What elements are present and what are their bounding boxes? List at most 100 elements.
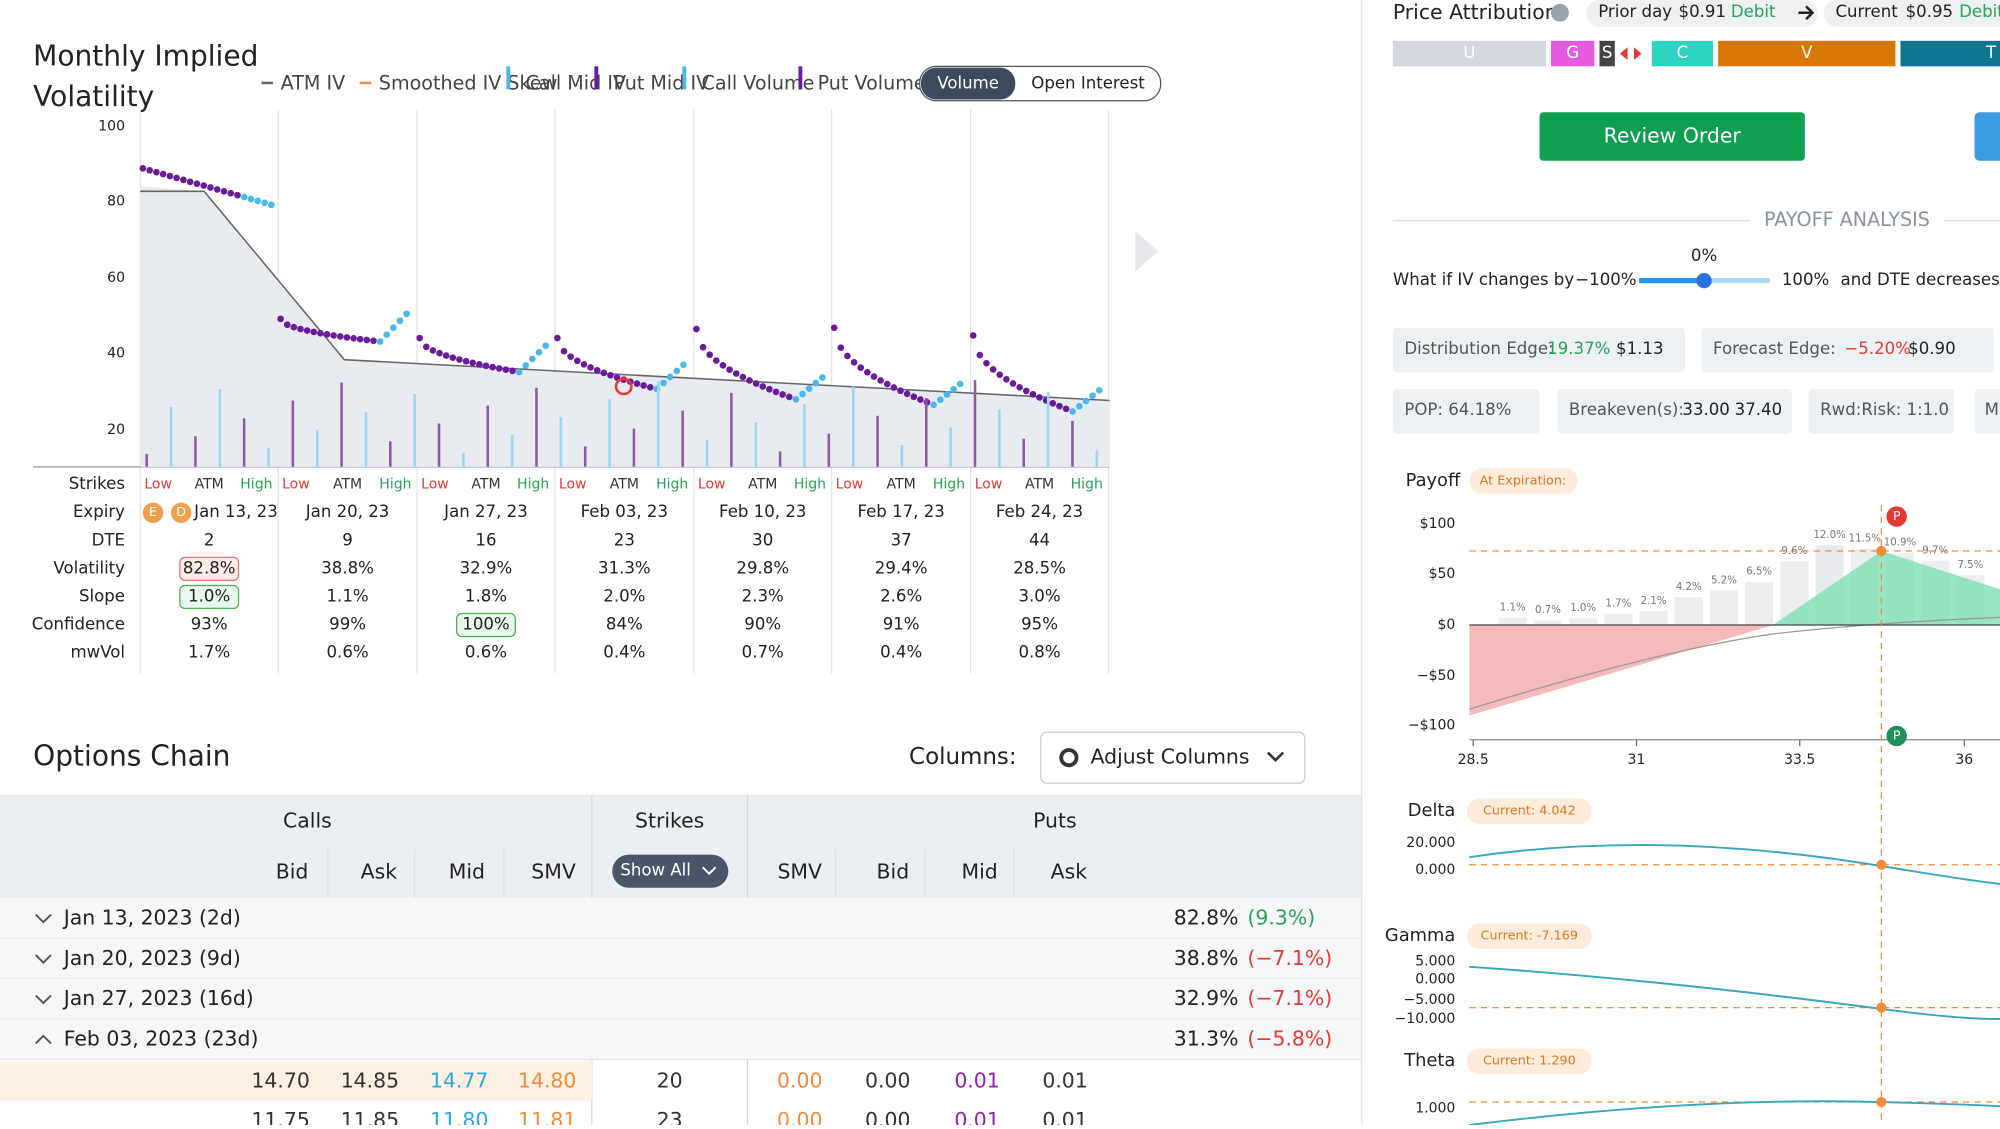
iv-point — [910, 393, 918, 401]
cell: 32.9% — [460, 558, 513, 577]
iv-point — [607, 371, 614, 379]
badge — [1466, 798, 1592, 824]
cell: 1.8% — [465, 586, 507, 605]
bar-label: 6.5% — [1746, 567, 1772, 578]
button-label[interactable]: Adjust Columns — [1091, 745, 1250, 769]
iv-point — [897, 387, 904, 395]
iv-point — [587, 364, 594, 371]
cell: 9 — [342, 530, 353, 549]
volume-bar — [169, 406, 173, 467]
cell: 0.6% — [465, 643, 507, 662]
volume-bar — [462, 452, 465, 467]
iv-point — [779, 391, 786, 398]
iv-point — [943, 391, 951, 398]
iv-point — [436, 349, 443, 357]
show-all-label[interactable]: Show All — [620, 861, 691, 880]
toggle-active[interactable] — [920, 67, 1016, 100]
iv-point — [699, 343, 707, 351]
expiry-row[interactable] — [0, 938, 1361, 978]
greek-curve — [1469, 844, 2000, 885]
bar-label: 9.7% — [1922, 545, 1948, 556]
strike-label: ATM — [1025, 477, 1054, 493]
expiry-change: (−5.8%) — [1247, 1027, 1332, 1051]
right-panel-divider — [1360, 0, 1363, 1125]
col-header: Ask — [361, 859, 398, 883]
highlight — [179, 556, 240, 581]
volume-bar — [949, 427, 952, 467]
bar-label: 12.0% — [1813, 530, 1846, 541]
iv-point — [502, 366, 510, 373]
show-all[interactable] — [612, 854, 729, 888]
bar-label: 1.0% — [1570, 603, 1596, 614]
badge-text: E — [149, 505, 157, 520]
iv-point — [1056, 402, 1063, 410]
volume-bar — [486, 405, 490, 467]
slider-knob[interactable] — [1696, 272, 1712, 289]
pill-text: Current — [1835, 2, 1898, 21]
review-button[interactable] — [1539, 112, 1805, 161]
blue-button[interactable] — [1974, 112, 2000, 161]
iv-point — [956, 380, 964, 388]
iv-point — [234, 191, 241, 199]
volume-bar — [1071, 420, 1074, 467]
gear-icon — [1059, 748, 1079, 768]
strike-label: Low — [421, 477, 449, 493]
group-header: Puts — [1033, 808, 1076, 832]
row-label: mwVol — [70, 643, 125, 662]
cell: 3.0% — [1018, 586, 1060, 605]
expiry-row[interactable] — [0, 1019, 1361, 1059]
cell: Feb 17, 23 — [857, 502, 944, 521]
probability-bar — [1709, 590, 1739, 625]
row-chevron — [35, 994, 52, 1005]
volume-bar — [267, 447, 270, 467]
button-label[interactable]: Review Order — [1604, 123, 1742, 147]
quote-cell: 0.00 — [865, 1069, 910, 1093]
iv-point — [350, 334, 357, 342]
volume-bar — [778, 451, 782, 467]
segment — [1718, 40, 1896, 67]
segment-label: T — [1985, 43, 1997, 62]
stat: POP: 64.18% — [1404, 400, 1511, 419]
greek-label: Theta — [1403, 1050, 1455, 1071]
iv-point — [495, 365, 503, 372]
iv-point — [693, 325, 700, 333]
adjust-button[interactable] — [1040, 731, 1306, 784]
iv-point — [1069, 408, 1077, 415]
strike-label: High — [1071, 477, 1103, 493]
stat-pct: −5.20% — [1844, 339, 1911, 358]
info-icon — [1551, 3, 1569, 22]
strike-label: Low — [836, 477, 864, 493]
toggle-option[interactable]: Open Interest — [1031, 74, 1145, 93]
iv-point — [277, 315, 284, 323]
strike-label: Low — [698, 477, 726, 493]
quote-cell: 20 — [657, 1069, 683, 1093]
iv-point — [390, 324, 397, 332]
volume-bar — [315, 429, 319, 467]
bar-label: 0.7% — [1535, 605, 1561, 616]
expiry-row[interactable] — [0, 978, 1361, 1019]
volume-bar — [876, 415, 879, 467]
cell: 1.7% — [188, 643, 230, 662]
x-tick-label: 31 — [1628, 752, 1646, 768]
cell: Jan 20, 23 — [305, 502, 390, 521]
iv-point — [739, 373, 747, 381]
expiry-row[interactable] — [0, 897, 1361, 938]
cell: 100% — [462, 614, 509, 633]
iv-point — [883, 380, 891, 388]
ref-point — [1876, 1096, 1887, 1108]
badge — [1466, 1048, 1592, 1074]
strike-label: High — [794, 477, 826, 493]
cell: 84% — [606, 614, 643, 633]
cell: Feb 24, 23 — [996, 502, 1083, 521]
segment-label: C — [1677, 43, 1689, 62]
quote-cell: 11.75 — [251, 1108, 309, 1125]
volume-bar — [1095, 450, 1099, 467]
legend-swatch — [798, 66, 803, 90]
toggle-option[interactable]: Volume — [937, 74, 999, 93]
iv-point — [139, 165, 147, 172]
atm-marker — [614, 377, 633, 396]
iv-point — [283, 321, 291, 329]
iv-point — [180, 176, 187, 184]
iv-point — [193, 180, 201, 187]
